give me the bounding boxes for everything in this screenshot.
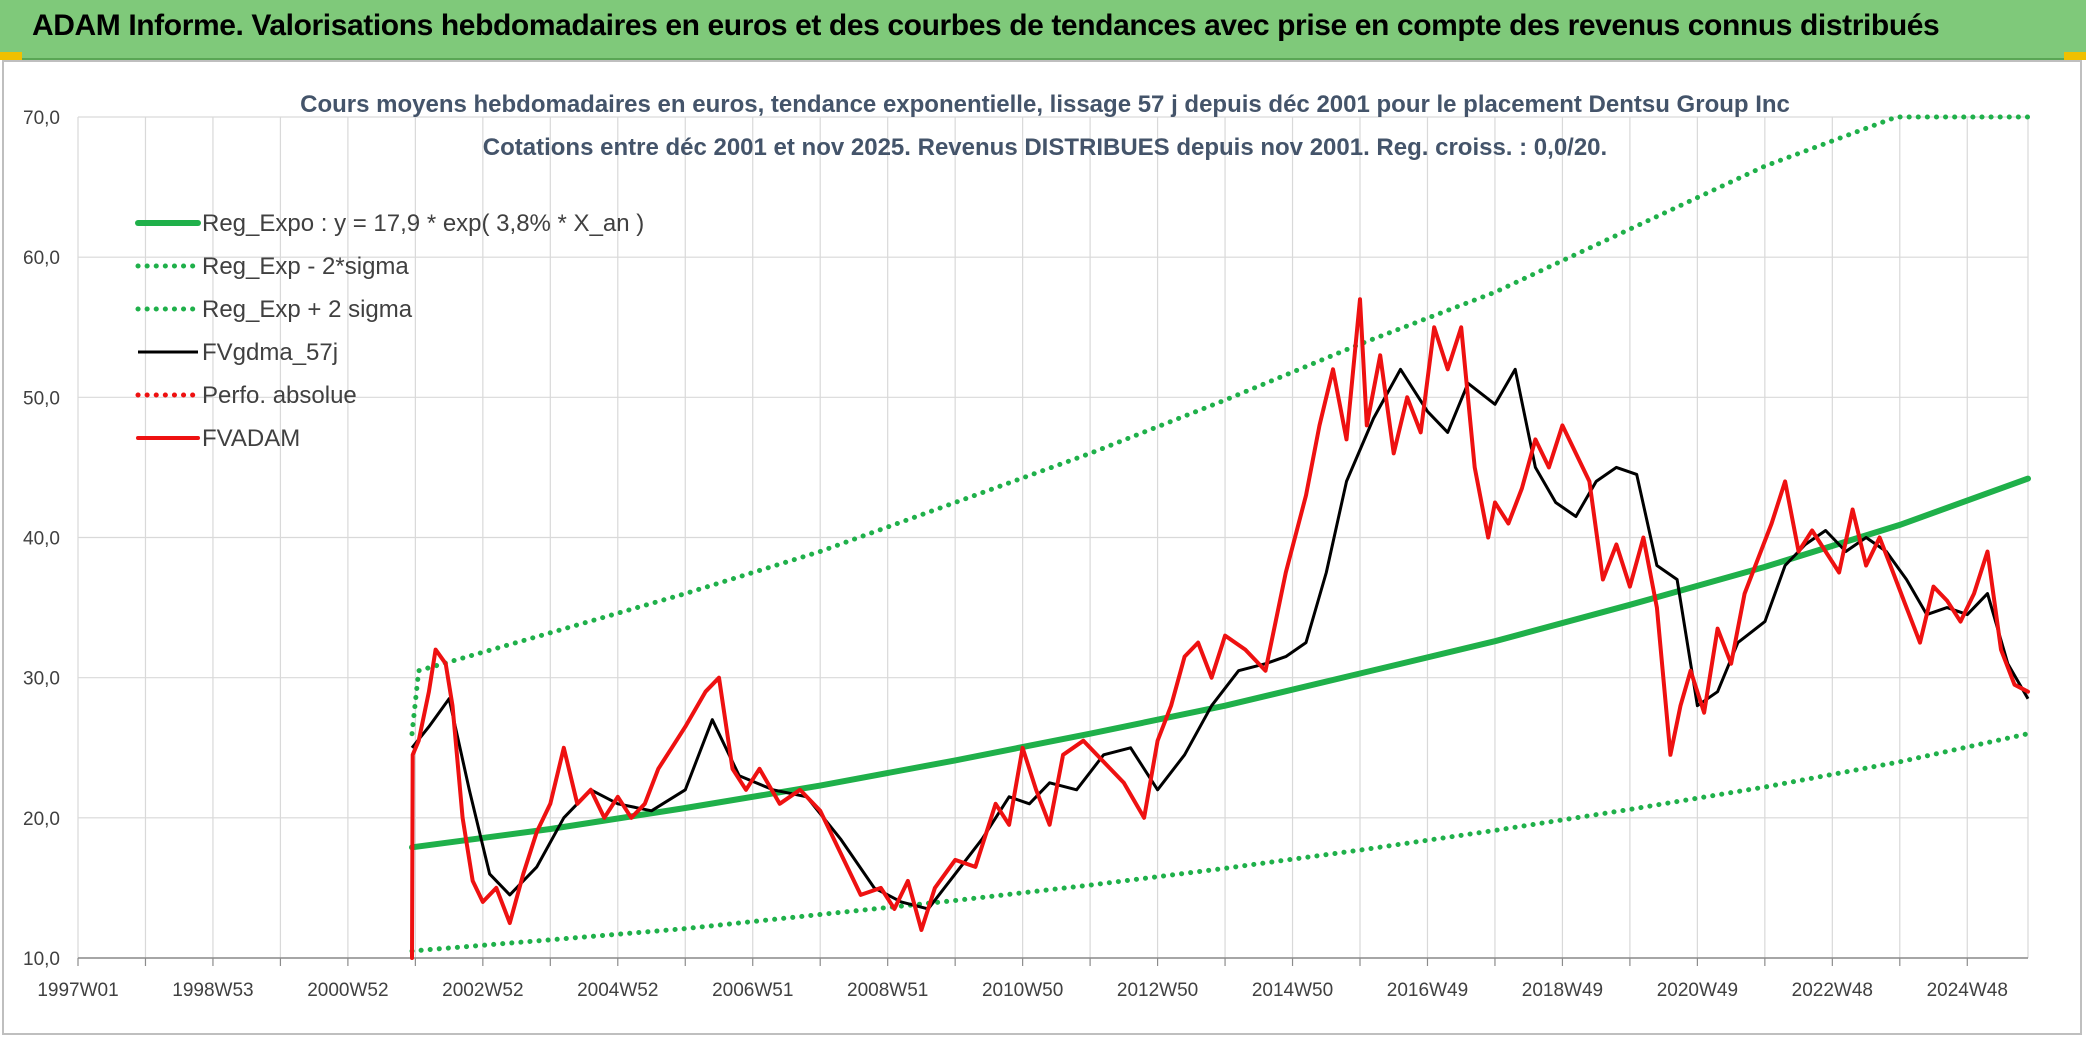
y-tick-label: 50,0 <box>23 388 60 409</box>
legend-label: Reg_Exp + 2 sigma <box>202 296 413 323</box>
x-tick-label: 2004W52 <box>577 980 658 1001</box>
series-line-0 <box>409 475 2031 851</box>
x-tick-label: 1998W53 <box>172 980 253 1001</box>
x-tick-label: 2010W50 <box>982 980 1063 1001</box>
series <box>409 114 2031 960</box>
x-tick-label: 2008W51 <box>847 980 928 1001</box>
series-line-2 <box>409 114 2031 737</box>
x-tick-label: 2022W48 <box>1792 980 1873 1001</box>
x-tick-label: 2012W50 <box>1117 980 1198 1001</box>
legend-label: Perfo. absolue <box>202 382 357 409</box>
y-tick-label: 30,0 <box>23 669 60 690</box>
x-tick-label: 2018W49 <box>1522 980 1603 1001</box>
x-tick-label: 1997W01 <box>37 980 118 1001</box>
y-tick-label: 60,0 <box>23 248 60 269</box>
legend: Reg_Expo : y = 17,9 * exp( 3,8% * X_an )… <box>135 210 644 452</box>
y-tick-label: 20,0 <box>23 809 60 830</box>
x-tick-label: 2000W52 <box>307 980 388 1001</box>
series-line-3 <box>410 367 2030 911</box>
x-tick-label: 2002W52 <box>442 980 523 1001</box>
legend-label: Reg_Expo : y = 17,9 * exp( 3,8% * X_an ) <box>202 210 644 237</box>
grid <box>77 116 2029 959</box>
axes: 10,0 20,0 30,0 40,0 50,0 60,0 70,0 1997W01 1998W… <box>23 108 2028 1001</box>
y-tick-label: 40,0 <box>23 529 60 550</box>
corner-mark-left <box>0 52 22 60</box>
x-tick-label: 2020W49 <box>1657 980 1738 1001</box>
series-line-1 <box>409 731 2031 954</box>
chart-subtitle: Cotations entre déc 2001 et nov 2025. Re… <box>483 134 1607 161</box>
x-tick-label: 2006W51 <box>712 980 793 1001</box>
series-line-5 <box>410 297 2030 960</box>
legend-label: FVgdma_57j <box>202 339 338 366</box>
x-tick-label: 2014W50 <box>1252 980 1333 1001</box>
chart-title: Cours moyens hebdomadaires en euros, ten… <box>300 91 1790 118</box>
header-bar: ADAM Informe. Valorisations hebdomadaire… <box>0 0 2086 60</box>
legend-label: FVADAM <box>202 425 300 452</box>
chart-frame <box>2 60 2082 1035</box>
legend-label: Reg_Exp - 2*sigma <box>202 253 409 280</box>
y-tick-label: 70,0 <box>23 108 60 129</box>
x-tick-label: 2016W49 <box>1387 980 1468 1001</box>
header-title: ADAM Informe. Valorisations hebdomadaire… <box>32 9 1940 42</box>
x-tick-label: 2024W48 <box>1927 980 2008 1001</box>
corner-mark-right <box>2064 52 2086 60</box>
y-tick-label: 10,0 <box>23 949 60 970</box>
